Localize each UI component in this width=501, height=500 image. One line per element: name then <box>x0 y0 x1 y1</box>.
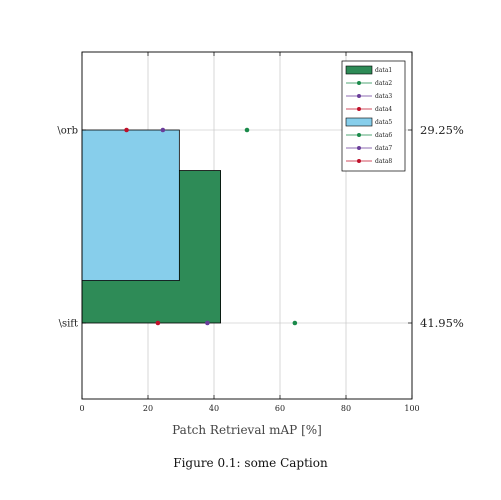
x-tick-label-40: 40 <box>209 404 219 413</box>
legend-swatch-data1 <box>345 65 373 75</box>
x-tick-label-100: 100 <box>404 404 419 413</box>
legend-box <box>341 60 406 172</box>
legend: data1 data2 data3 data4 data5 data6 data7 data8 <box>341 60 406 172</box>
legend-marker-data6 <box>357 133 361 137</box>
legend-label-data7: data7 <box>375 145 392 152</box>
x-tick-label-0: 0 <box>79 404 84 413</box>
legend-label-data3: data3 <box>375 93 392 100</box>
legend-marker-data2 <box>357 81 361 85</box>
point-data2 <box>292 320 298 326</box>
value-label: 41.95% <box>420 316 464 330</box>
legend-label-data5: data5 <box>375 119 392 126</box>
legend-label-data8: data8 <box>375 158 392 165</box>
value-labels: 41.95% 29.25% <box>420 123 464 330</box>
legend-label-data2: data2 <box>375 80 392 87</box>
category-label: \sift <box>59 319 78 330</box>
point-data3 <box>160 127 166 133</box>
legend-marker-data8 <box>357 159 361 163</box>
legend-marker-data7 <box>357 146 361 150</box>
x-tick-label-60: 60 <box>275 404 285 413</box>
bars <box>81 129 222 324</box>
category-label: \orb <box>57 126 78 137</box>
x-tick-label-20: 20 <box>143 404 153 413</box>
data-points <box>124 127 298 326</box>
point-data2 <box>244 127 250 133</box>
bar-data5 <box>81 129 180 281</box>
point-data4 <box>124 127 129 133</box>
x-tick-label-80: 80 <box>341 404 351 413</box>
x-axis-ticks: 0 20 40 60 80 100 <box>79 52 420 413</box>
legend-marker-data3 <box>357 94 361 98</box>
legend-label-data4: data4 <box>375 106 392 113</box>
legend-marker-data4 <box>357 107 361 111</box>
value-label: 29.25% <box>420 123 464 137</box>
legend-swatch-data5 <box>345 117 373 127</box>
x-axis-label: Patch Retrieval mAP [%] <box>172 423 322 437</box>
category-labels: \sift \orb <box>57 126 412 330</box>
legend-label-data1: data1 <box>375 67 392 74</box>
point-data3 <box>205 320 210 326</box>
plot-frame <box>81 51 413 400</box>
legend-label-data6: data6 <box>375 132 392 139</box>
figure-caption: Figure 0.1: some Caption <box>173 456 328 470</box>
point-data4 <box>155 320 161 326</box>
